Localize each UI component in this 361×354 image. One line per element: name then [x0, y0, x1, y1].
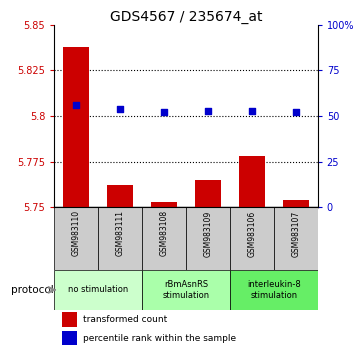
Bar — [239, 156, 265, 207]
Text: GSM983106: GSM983106 — [247, 210, 256, 257]
Bar — [63, 47, 89, 207]
Bar — [62, 331, 77, 345]
Text: GSM983108: GSM983108 — [160, 210, 169, 257]
Point — [249, 108, 255, 113]
Bar — [186, 207, 230, 270]
Text: interleukin-8
stimulation: interleukin-8 stimulation — [247, 280, 301, 299]
Point — [205, 108, 211, 113]
Bar — [195, 180, 221, 207]
Bar — [142, 207, 186, 270]
Bar — [62, 313, 77, 326]
Bar — [230, 207, 274, 270]
Point — [117, 106, 123, 112]
Text: GSM983107: GSM983107 — [291, 210, 300, 257]
Text: protocol: protocol — [12, 285, 54, 295]
Bar — [54, 207, 98, 270]
Title: GDS4567 / 235674_at: GDS4567 / 235674_at — [110, 10, 262, 24]
Bar — [142, 270, 230, 310]
Bar — [151, 202, 177, 207]
Text: transformed count: transformed count — [83, 315, 168, 324]
Text: GSM983110: GSM983110 — [71, 210, 81, 257]
Text: no stimulation: no stimulation — [68, 285, 128, 295]
Point — [293, 109, 299, 115]
Text: GSM983109: GSM983109 — [203, 210, 212, 257]
Bar — [274, 207, 318, 270]
Point — [161, 109, 167, 115]
Bar — [230, 270, 318, 310]
Text: GSM983111: GSM983111 — [116, 210, 125, 256]
Text: percentile rank within the sample: percentile rank within the sample — [83, 333, 236, 343]
Bar — [283, 200, 309, 207]
Bar — [98, 207, 142, 270]
Bar — [107, 185, 133, 207]
Text: rBmAsnRS
stimulation: rBmAsnRS stimulation — [162, 280, 209, 299]
Point — [73, 102, 79, 108]
Bar — [54, 270, 142, 310]
